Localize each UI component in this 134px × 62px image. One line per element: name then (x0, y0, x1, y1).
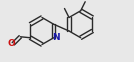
Text: O: O (8, 39, 15, 48)
Text: N: N (52, 33, 59, 42)
